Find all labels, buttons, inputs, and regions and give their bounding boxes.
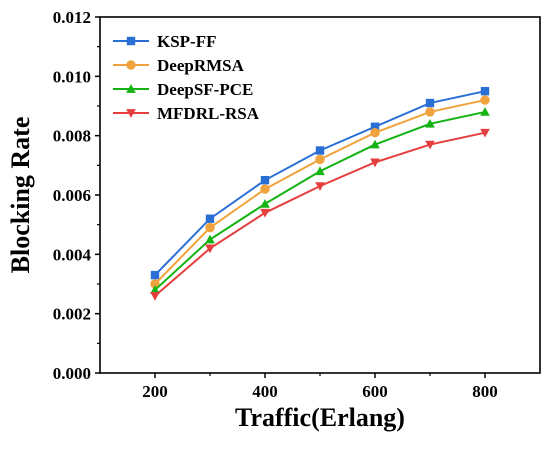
y-axis: 0.000 0.002 0.004 0.006 0.008 0.010 0.012 [53,8,100,383]
y-tick-label: 0.006 [53,186,91,205]
series-deeprmsa [150,95,490,289]
data-point [370,128,380,138]
data-point [205,214,215,223]
x-tick-label: 800 [472,382,498,401]
y-tick-label: 0.008 [53,127,91,146]
data-point [260,208,270,218]
data-point [480,128,490,138]
data-point [315,146,325,155]
y-tick-label: 0.004 [53,245,92,264]
series-line [154,99,486,285]
legend-item: DeepSF-PCE [113,80,253,99]
legend-label: DeepSF-PCE [157,80,253,99]
data-point [260,184,270,194]
legend-item: MFDRL-RSA [113,104,260,123]
data-point [315,166,325,176]
legend-label: KSP-FF [157,32,217,51]
series-line [154,110,486,291]
data-point [315,154,325,165]
legend: KSP-FF DeepRMSA DeepSF-PCE MFDRL-RSA [113,32,260,123]
data-point [370,139,380,149]
data-point [205,222,215,233]
legend-marker [126,60,136,70]
data-point [205,244,215,254]
data-point [425,107,435,117]
data-point [425,140,435,150]
data-point [315,182,325,191]
series-ksp-ff [150,86,490,280]
x-axis-title: Traffic(Erlang) [235,403,405,432]
data-point [370,122,380,131]
x-axis: 200 400 600 800 [142,373,498,401]
legend-marker [126,109,136,118]
legend-marker [126,84,136,93]
series-mfdrl-rsa [150,128,490,301]
y-tick-label: 0.000 [53,364,91,383]
data-point [260,175,270,185]
data-point [480,86,490,96]
y-tick-label: 0.012 [53,8,91,27]
x-tick-label: 200 [142,382,168,401]
data-point [150,270,160,280]
data-point [205,234,215,244]
series-layer [150,86,490,301]
series-deepsf-pce [150,107,490,294]
legend-item: KSP-FF [113,32,217,51]
data-point [150,292,160,301]
data-point [150,285,160,294]
data-point [370,158,380,168]
data-point [480,95,490,105]
legend-item: DeepRMSA [113,56,245,75]
y-tick-label: 0.002 [53,305,91,324]
data-point [150,279,160,289]
y-tick-label: 0.010 [53,67,91,86]
data-point [480,107,490,116]
legend-label: MFDRL-RSA [157,104,260,123]
legend-label: DeepRMSA [157,56,245,75]
data-point [425,98,435,108]
y-axis-title: Blocking Rate [6,117,35,274]
legend-marker [126,36,136,46]
data-point [425,118,435,128]
x-tick-label: 400 [252,382,278,401]
x-tick-label: 600 [362,382,388,401]
data-point [260,199,270,208]
